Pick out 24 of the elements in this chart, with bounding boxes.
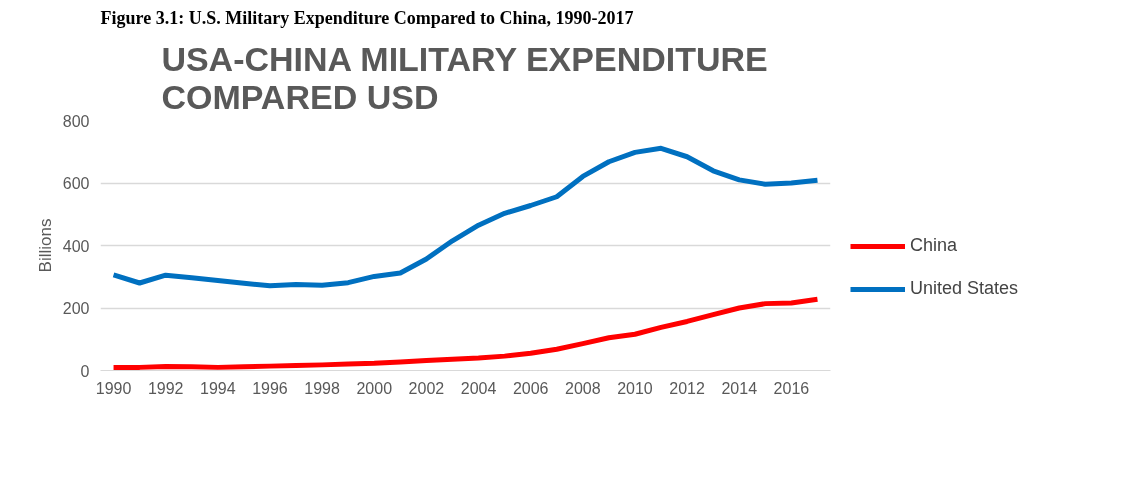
legend-label: United States [910,278,1019,299]
y-tick-label: 200 [62,300,90,317]
y-tick-label: 800 [62,112,90,130]
x-tick-label: 2000 [356,379,393,397]
x-tick-label: 1998 [304,379,341,397]
x-tick-label: 2004 [460,379,497,397]
x-tick-label: 1990 [95,379,132,397]
x-tick-label: 2010 [617,379,653,397]
x-tick-label: 1996 [252,379,288,397]
x-tick-label: 2006 [512,379,549,397]
y-tick-label: 0 [80,362,90,380]
chart-title: USA-CHINA MILITARY EXPENDITURE COMPARED USD [161,39,768,116]
x-tick-label: 2016 [773,379,810,397]
legend-label: China [910,235,958,256]
x-tick-label: 2014 [721,379,758,397]
y-axis-title: Billions [35,218,55,273]
x-tick-label: 1994 [200,379,236,397]
x-tick-label: 2008 [565,379,601,397]
x-tick-label: 2012 [669,379,706,397]
y-tick-label: 600 [62,175,90,192]
y-tick-label: 400 [62,237,90,255]
x-tick-label: 2002 [408,379,445,397]
x-tick-label: 1992 [147,379,184,397]
caption: Figure 3.1: U.S. Military Expenditure Compared to China, 1990-2017 [100,7,634,28]
